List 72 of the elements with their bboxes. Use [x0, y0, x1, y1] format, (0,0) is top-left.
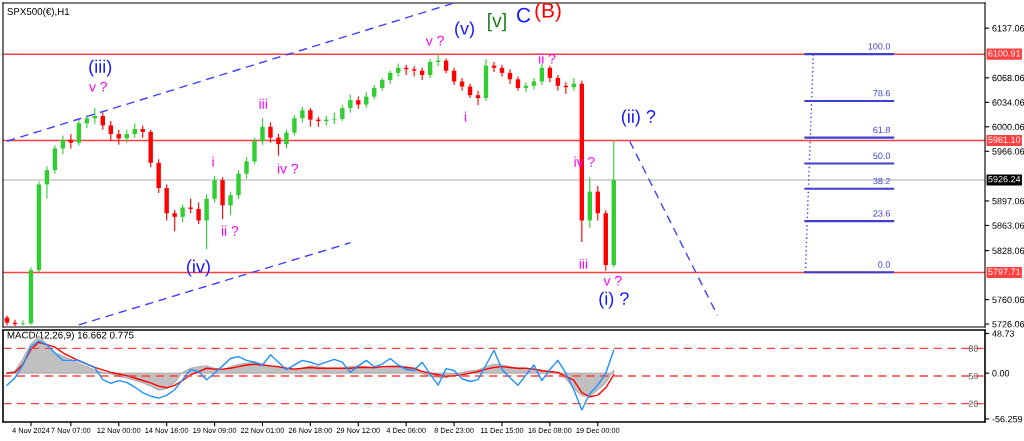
- ref-line-label: 5797.71: [988, 268, 1021, 275]
- y-tick-label: 5726.06: [992, 321, 1024, 328]
- chart-title: MACD(12,26,9) 16.662 0.775: [7, 331, 134, 341]
- annotation: (i) ?: [599, 291, 629, 309]
- candlestick: [499, 64, 505, 77]
- series-label: 38.2: [873, 177, 890, 185]
- ref-line-label: 5981.10: [988, 136, 1021, 143]
- candlestick: [308, 107, 313, 128]
- y-tick-label: 6034.06: [992, 99, 1024, 106]
- annotation: (v): [455, 21, 474, 39]
- candlestick: [276, 133, 281, 157]
- candlestick: [427, 58, 433, 79]
- annotation: v ?: [89, 81, 107, 92]
- y-tick-label: 6068.06: [992, 74, 1024, 82]
- candlestick: [76, 119, 82, 147]
- line-series: [6, 340, 615, 411]
- y2-tick-label: 50: [968, 372, 979, 380]
- annotation: ii ?: [539, 53, 556, 64]
- candlestick: [475, 90, 481, 106]
- y2-tick-label: 20: [968, 400, 979, 407]
- candlestick: [228, 191, 233, 216]
- y-tick-label: -56.259: [992, 415, 1023, 423]
- y-tick-label: 0.00: [992, 370, 1010, 377]
- candlestick: [252, 137, 257, 165]
- ref-line-label: 6100.91: [988, 50, 1021, 57]
- y-tick-label: 5966.06: [992, 148, 1024, 155]
- annotation: iii: [579, 258, 588, 269]
- series-label: 0.0: [878, 261, 891, 268]
- y-tick-label: 5863.06: [992, 222, 1024, 229]
- candlestick: [52, 145, 58, 175]
- series-label: 50.0: [873, 152, 891, 159]
- candlestick: [236, 169, 241, 200]
- annotation: i: [464, 111, 467, 122]
- y-tick-label: 5760.06: [992, 296, 1024, 303]
- candlestick: [108, 120, 113, 142]
- series-label: 61.8: [873, 126, 891, 134]
- candlestick: [212, 175, 217, 203]
- candlestick: [284, 129, 289, 149]
- ref-line-label: 5926.24: [988, 175, 1021, 183]
- annotation: (B): [535, 2, 561, 22]
- candlestick: [172, 209, 177, 232]
- annotation: v ?: [603, 275, 622, 286]
- annotation: [v]: [488, 13, 506, 32]
- series-label: 78.6: [873, 89, 891, 97]
- candlestick: [459, 77, 465, 92]
- y-tick-label: 6000.06: [992, 123, 1024, 131]
- series-label: 100.0: [868, 43, 891, 50]
- annotation: i: [212, 156, 214, 167]
- candlestick: [4, 314, 10, 327]
- candlestick: [68, 133, 74, 149]
- annotation: v ?: [425, 35, 444, 46]
- annotation: (iii): [89, 59, 112, 77]
- annotation: ii ?: [221, 225, 239, 236]
- annotation: C: [517, 7, 531, 23]
- annotation: (ii) ?: [621, 109, 656, 127]
- chart-title: SPX500(€),H1: [7, 7, 70, 17]
- candlestick: [260, 117, 265, 146]
- series-label: 23.6: [873, 210, 891, 217]
- candlestick: [20, 319, 26, 327]
- y-tick-label: 48.73: [992, 330, 1015, 337]
- candlestick: [196, 201, 201, 225]
- y-tick-label: 6137.06: [992, 25, 1024, 32]
- annotation: iv ?: [277, 163, 299, 174]
- candlestick: [204, 193, 209, 250]
- y2-tick-label: 80: [968, 345, 979, 352]
- candlestick: [268, 121, 273, 144]
- y-tick-label: 5897.06: [992, 197, 1024, 205]
- candlestick: [244, 156, 249, 180]
- annotation: iii: [259, 98, 267, 109]
- candlestick: [531, 77, 537, 90]
- candlestick: [292, 114, 297, 137]
- y-tick-label: 5828.06: [992, 247, 1024, 254]
